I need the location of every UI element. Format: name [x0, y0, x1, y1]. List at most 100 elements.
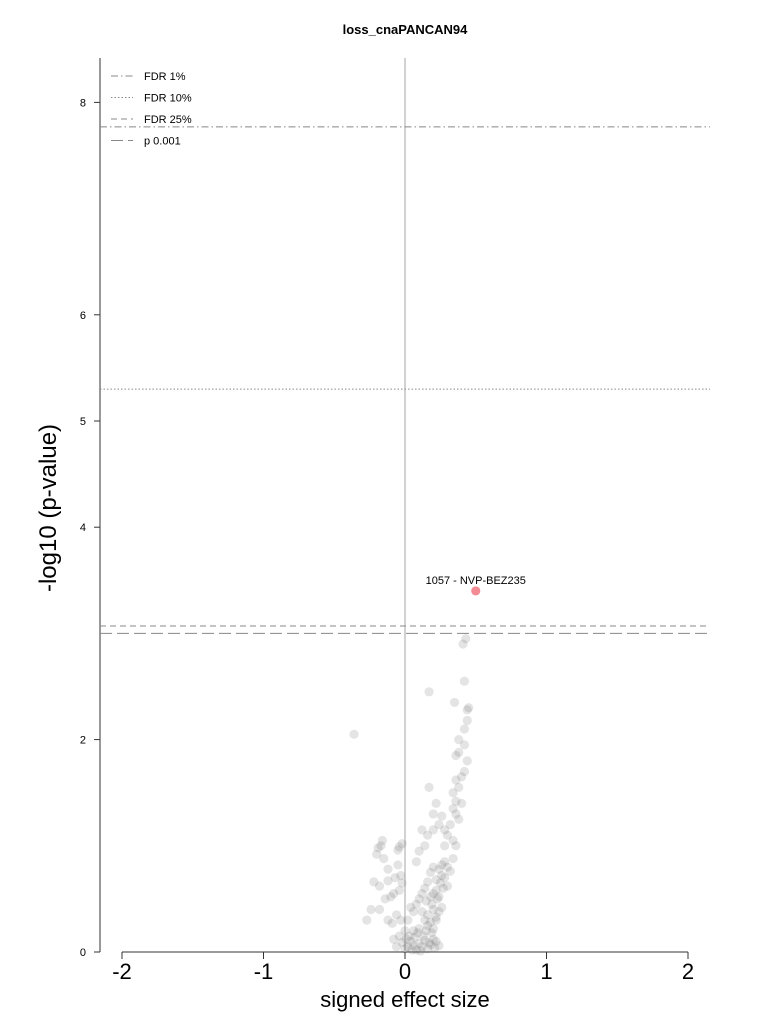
data-point [396, 915, 406, 925]
data-point [376, 841, 386, 851]
data-point [387, 918, 397, 928]
data-point [415, 946, 426, 956]
data-point [427, 928, 437, 938]
data-point [462, 705, 472, 715]
data-point [391, 942, 402, 952]
data-point [374, 904, 385, 915]
data-point [404, 931, 414, 941]
data-point [369, 877, 379, 887]
data-point [427, 899, 437, 909]
data-point [418, 931, 428, 941]
data-point [440, 857, 450, 867]
data-point [431, 915, 441, 925]
data-point [461, 634, 471, 644]
data-point [393, 845, 403, 855]
plot-area: 0 2 4 5 6 8 -2 -1 0 1 2 1057 - NVP-BEZ235 [80, 58, 710, 984]
legend: FDR 1% FDR 10% FDR 25% p 0.001 [111, 71, 192, 148]
data-point [411, 945, 421, 955]
x-axis-label: signed effect size [320, 987, 490, 1012]
data-point [393, 860, 403, 870]
data-point [397, 937, 407, 948]
data-point [421, 926, 431, 936]
data-point [414, 938, 424, 949]
data-point [438, 883, 448, 893]
data-point [374, 881, 385, 891]
data-point [432, 894, 443, 904]
data-point [437, 870, 447, 881]
data-point [428, 825, 438, 835]
data-point [362, 915, 372, 925]
data-point [449, 697, 460, 708]
data-point [414, 924, 424, 934]
data-point [394, 885, 404, 896]
data-point [448, 788, 458, 798]
data-point [411, 857, 421, 867]
data-point [349, 729, 359, 739]
x-tick-label: 0 [399, 959, 411, 984]
data-point [451, 775, 461, 785]
legend-label: FDR 1% [144, 71, 186, 83]
data-point [400, 944, 410, 954]
data-point [420, 841, 430, 851]
data-point [414, 846, 424, 856]
data-point [383, 864, 393, 874]
y-tick-label: 4 [80, 522, 86, 534]
data-point [408, 926, 419, 936]
data-point [417, 825, 427, 835]
data-point [434, 907, 444, 917]
data-point [459, 740, 470, 750]
data-point [397, 878, 407, 888]
data-point [448, 853, 458, 864]
data-point [464, 703, 474, 713]
data-point [434, 864, 444, 874]
data-point [440, 841, 450, 851]
data-point [431, 885, 441, 896]
data-point [424, 687, 434, 697]
data-point [431, 875, 441, 885]
data-point [437, 902, 447, 912]
data-point [428, 809, 438, 819]
data-point [400, 926, 410, 936]
x-tick-label: -2 [112, 959, 132, 984]
legend-label: p 0.001 [144, 136, 181, 148]
data-point [451, 796, 461, 806]
data-point [372, 849, 382, 859]
data-point [451, 809, 461, 819]
data-point [417, 942, 427, 952]
data-point [435, 878, 445, 888]
chart-title: loss_cnaPANCAN94 [343, 22, 469, 37]
data-point [442, 830, 453, 840]
data-point [420, 915, 430, 925]
data-point [437, 860, 447, 870]
y-tick-label: 0 [80, 947, 86, 959]
data-point [457, 772, 467, 782]
data-point [380, 894, 390, 904]
data-point [408, 941, 419, 951]
data-point [403, 942, 413, 952]
data-point [454, 814, 464, 824]
data-point [459, 724, 470, 734]
data-point [430, 943, 440, 953]
data-point [440, 825, 450, 835]
data-point [394, 842, 404, 852]
data-point [411, 899, 421, 909]
data-point [428, 924, 438, 934]
data-point [397, 839, 407, 849]
data-point [457, 798, 467, 808]
data-point [423, 944, 433, 954]
data-point [386, 892, 396, 902]
data-point [424, 937, 434, 948]
data-point [428, 934, 438, 944]
data-point [408, 907, 419, 917]
data-point [425, 917, 436, 927]
data-point [373, 843, 383, 853]
data-point [414, 894, 424, 904]
data-point [442, 862, 453, 872]
y-tick-label: 6 [80, 310, 86, 322]
data-point [389, 888, 399, 899]
data-point [445, 866, 455, 876]
data-point [424, 782, 434, 792]
data-point [383, 876, 393, 886]
data-point [458, 639, 468, 649]
